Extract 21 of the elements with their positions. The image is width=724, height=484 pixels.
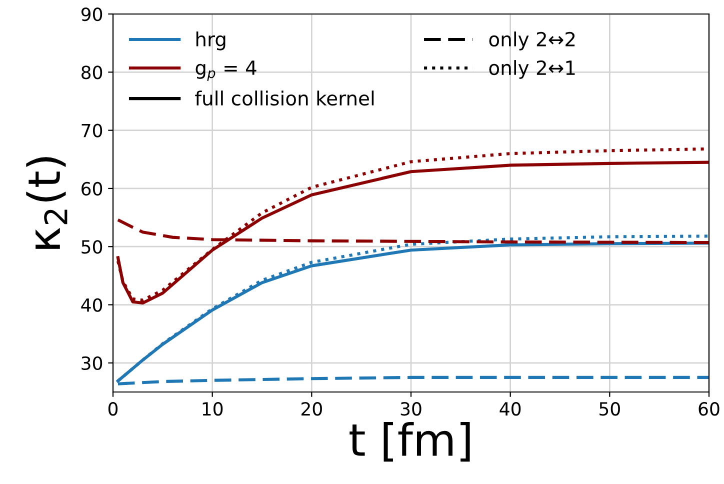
x-tick-label: 0 [108,402,118,416]
x-tick-label: 50 [600,402,620,416]
x-axis-title: t [fm] [350,422,470,462]
y-tick-label: 70 [82,124,102,138]
y-tick-label: 80 [82,66,102,80]
x-tick-label: 20 [302,402,322,416]
y-tick-label: 90 [81,7,102,22]
legend-label: g$_{p}$ = 4 [196,60,256,81]
y-tick-label: 30 [82,356,102,370]
x-tick-label: 10 [202,402,223,416]
legend-label: hrg [196,32,226,50]
x-tick-label: 60 [698,402,720,416]
legend-label: full collision kernel [195,90,374,106]
x-tick-label: 30 [400,402,422,416]
legend-label: only 2↔2 [489,32,575,50]
y-tick-label: 40 [81,298,102,312]
y-tick-label: 50 [82,240,102,254]
x-tick-label: 40 [500,402,521,416]
y-axis-title: κ$_{2}$(t) [26,157,68,249]
y-tick-label: 60 [82,182,102,196]
legend-label: only 2↔1 [489,60,575,79]
